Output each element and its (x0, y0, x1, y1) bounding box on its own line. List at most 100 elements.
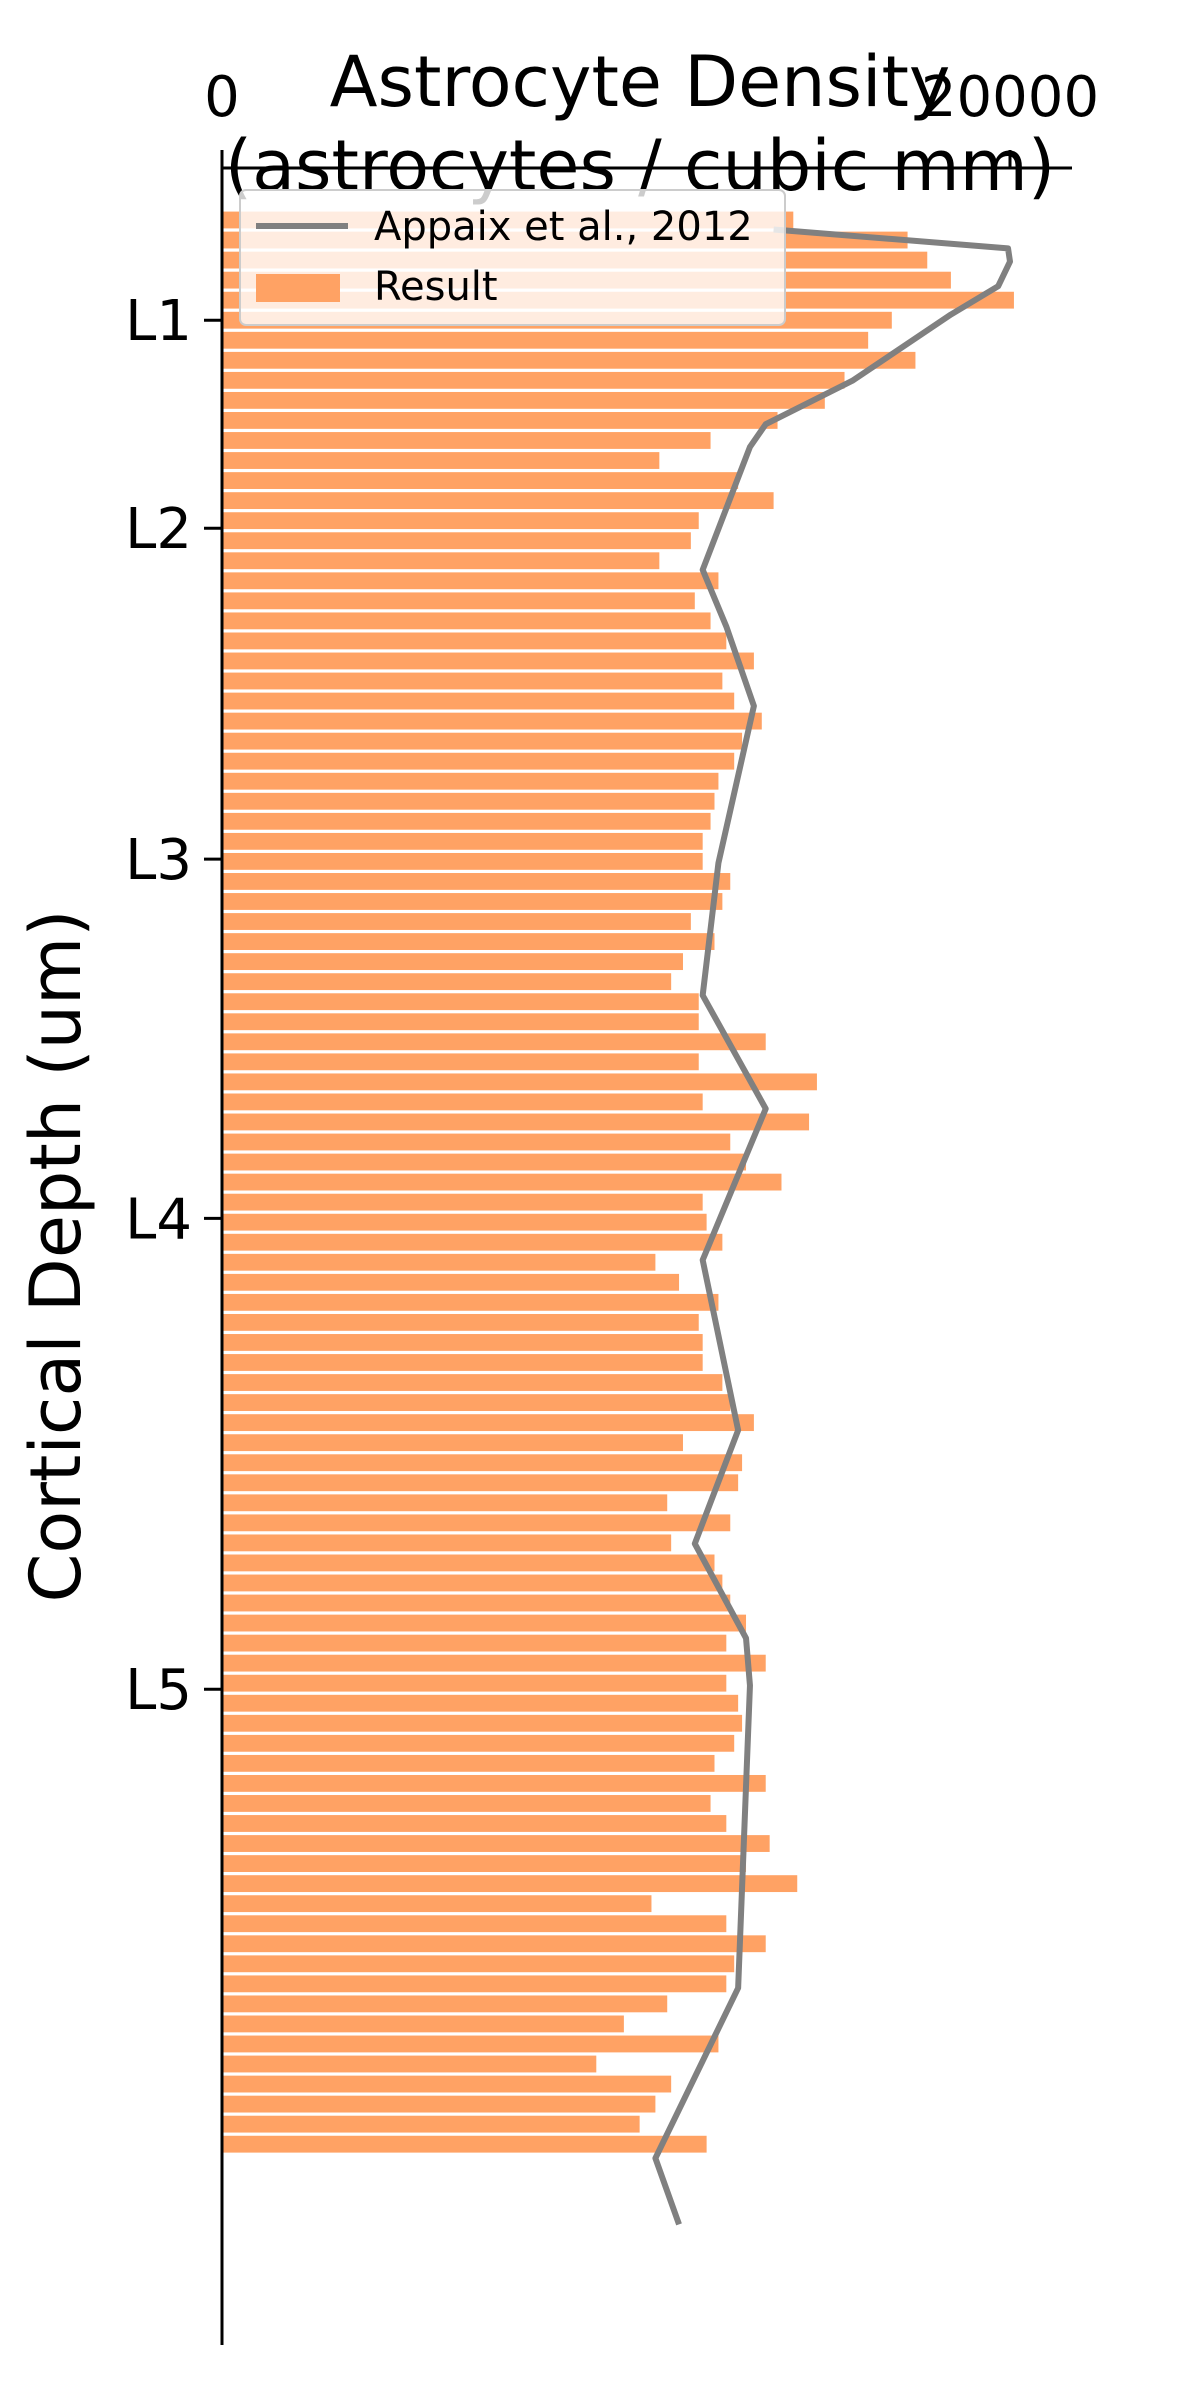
result-bar (222, 412, 778, 429)
result-bar (222, 1795, 711, 1812)
result-bar (222, 832, 703, 850)
result-bar (222, 913, 691, 930)
y-ticks-group: L1 L2 L3 L4 L5 (125, 289, 222, 1723)
result-bar (222, 1654, 766, 1672)
result-bar (222, 1273, 680, 1291)
result-bar (222, 2035, 719, 2053)
result-bar (222, 772, 719, 790)
legend-label-appaix: Appaix et al., 2012 (374, 204, 753, 250)
result-bar (222, 1414, 754, 1432)
result-bar (222, 1253, 656, 1271)
result-bar (222, 1113, 810, 1131)
result-bar (222, 1334, 703, 1351)
y-tick-label: L1 (125, 289, 192, 354)
result-bar (222, 1574, 723, 1592)
result-bar (222, 1133, 731, 1151)
result-bar (222, 452, 660, 469)
result-bar (222, 2075, 672, 2093)
result-bar (222, 1935, 766, 1953)
result-bar (222, 732, 743, 750)
result-bar (222, 1193, 703, 1211)
result-bar (222, 1554, 715, 1572)
axes-group (220, 166, 1072, 2345)
result-bar (222, 1514, 731, 1532)
result-bar (222, 1714, 743, 1732)
x-tick-label: 20000 (921, 65, 1099, 130)
result-bar (222, 1895, 652, 1913)
result-bar (222, 1835, 770, 1852)
x-ticks-group: 0 20000 (204, 65, 1099, 168)
result-bar (222, 873, 731, 890)
result-bar (222, 1955, 735, 1973)
result-bar (222, 1434, 683, 1452)
result-bar (222, 1293, 719, 1311)
result-bar (222, 1995, 668, 2013)
legend-label-result: Result (374, 264, 498, 310)
result-bar (222, 1734, 735, 1752)
x-tick-label: 0 (204, 65, 240, 130)
result-bar (222, 692, 735, 710)
result-bar (222, 953, 683, 971)
result-bar (222, 532, 691, 550)
result-bar (222, 652, 754, 670)
result-bar (222, 632, 727, 650)
result-bar (222, 1815, 727, 1832)
legend-result-swatch (256, 274, 340, 302)
result-bar (222, 1173, 782, 1191)
result-bar (222, 1213, 707, 1231)
result-bar (222, 1754, 715, 1772)
y-tick-label: L2 (125, 497, 192, 562)
result-bar (222, 752, 735, 770)
result-bar (222, 1875, 798, 1893)
result-bar (222, 2115, 640, 2133)
result-bar (222, 2015, 624, 2033)
bars-group (222, 211, 1014, 2153)
y-tick-label: L4 (125, 1187, 192, 1252)
result-bar (222, 1374, 723, 1391)
result-bar (222, 852, 703, 870)
result-bar (222, 432, 711, 449)
result-bar (222, 512, 699, 530)
legend: Appaix et al., 2012 Result (239, 189, 786, 326)
result-bar (222, 1774, 766, 1792)
result-bar (222, 993, 699, 1011)
result-bar (222, 572, 719, 590)
result-bar (222, 1534, 672, 1552)
result-bar (222, 792, 715, 810)
result-bar (222, 933, 715, 950)
result-bar (222, 1975, 727, 1993)
result-bar (222, 1153, 747, 1171)
result-bar (222, 612, 711, 630)
result-bar (222, 391, 825, 409)
legend-frame (239, 189, 786, 326)
result-bar (222, 1013, 699, 1031)
result-bar (222, 1855, 747, 1872)
result-bar (222, 1694, 739, 1712)
result-bar (222, 1394, 731, 1411)
result-bar (222, 712, 762, 730)
result-bar (222, 1674, 727, 1692)
result-bar (222, 1354, 703, 1371)
y-tick-label: L3 (125, 828, 192, 893)
reference-line-group (652, 226, 1013, 2226)
result-bar (222, 472, 739, 489)
result-bar (222, 2095, 656, 2113)
result-bar (222, 2055, 597, 2073)
result-bar (222, 1614, 747, 1632)
result-bar (222, 672, 723, 690)
result-bar (222, 1093, 703, 1111)
result-bar (222, 2135, 707, 2153)
y-axis-label: Cortical Depth (um) (15, 909, 97, 1602)
result-bar (222, 1073, 817, 1091)
result-bar (222, 1033, 766, 1051)
y-tick-label: L5 (125, 1658, 192, 1723)
result-bar (222, 1474, 739, 1492)
result-bar (222, 552, 660, 570)
result-bar (222, 1233, 723, 1251)
result-bar (222, 1634, 727, 1652)
result-bar (222, 1454, 743, 1472)
result-bar (222, 1053, 699, 1071)
result-bar (222, 592, 695, 610)
result-bar (222, 351, 916, 369)
